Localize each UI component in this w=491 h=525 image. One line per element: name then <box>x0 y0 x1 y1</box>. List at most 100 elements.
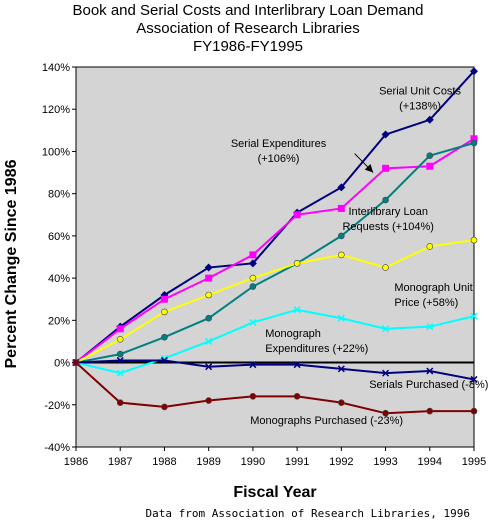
y-tick-label: 140% <box>42 62 70 74</box>
data-point <box>382 264 389 271</box>
data-point <box>161 308 168 316</box>
data-point <box>249 318 257 326</box>
series-annotation: Interlibrary Loan <box>348 206 428 218</box>
series-annotation: Monograph Unit <box>394 282 472 294</box>
series-0 <box>72 67 478 367</box>
data-point <box>205 397 212 404</box>
data-point <box>470 312 478 320</box>
y-tick-label: 0% <box>54 358 70 370</box>
x-tick-label: 1989 <box>196 456 220 468</box>
y-tick-label: 20% <box>48 315 70 327</box>
series-annotation: Monograph <box>265 328 321 340</box>
series-annotation: Serial Unit Costs <box>379 85 461 97</box>
y-tick-label: 100% <box>42 146 70 158</box>
data-point <box>116 356 124 364</box>
data-point <box>337 314 345 322</box>
data-point <box>426 367 434 375</box>
data-point <box>161 333 168 341</box>
data-point <box>470 236 478 244</box>
x-tick-label: 1993 <box>373 456 397 468</box>
data-point <box>382 196 389 204</box>
data-point <box>426 407 434 415</box>
series-annotation: Monographs Purchased (-23%) <box>250 415 403 427</box>
series-layer <box>72 67 478 417</box>
data-point <box>205 274 213 282</box>
data-point <box>338 251 345 259</box>
x-tick-label: 1990 <box>241 456 265 468</box>
y-tick-label: 40% <box>48 273 70 285</box>
data-point <box>161 403 168 411</box>
y-tick-label: 120% <box>42 104 70 116</box>
annotation-arrowhead <box>364 164 374 173</box>
data-point <box>249 361 257 369</box>
source-note: Data from Association of Research Librar… <box>145 507 470 520</box>
x-axis-label: Fiscal Year <box>233 484 316 501</box>
x-tick-label: 1986 <box>64 456 88 468</box>
data-point <box>160 295 168 303</box>
x-axis-ticks: 1986 1987 1988 1989 1990 1991 1992 1993 1994 1995 <box>64 447 486 468</box>
y-tick-label: 60% <box>48 231 70 243</box>
chart-title-line-1: Book and Serial Costs and Interlibrary L… <box>72 2 423 19</box>
series-3 <box>72 236 478 366</box>
chart-title-line-2: Association of Research Libraries <box>136 20 359 37</box>
y-tick-label: -40% <box>44 442 70 454</box>
data-point <box>293 260 301 267</box>
annotations: Serial Unit Costs (+138%) Serial Expenditu… <box>231 85 489 426</box>
data-point <box>382 164 390 172</box>
series-annotation: (+138%) <box>399 100 441 112</box>
data-point <box>470 67 478 76</box>
series-annotation: Expenditures (+22%) <box>265 343 368 355</box>
y-axis-ticks: -40% -20% 0% 20% 40% 60% 80% 100% 120% 140% <box>42 62 76 454</box>
y-tick-label: -20% <box>44 400 70 412</box>
data-point <box>116 350 124 358</box>
data-point <box>337 365 345 373</box>
data-point <box>337 183 346 192</box>
data-point <box>470 135 478 143</box>
data-point <box>381 130 390 139</box>
data-point <box>205 337 213 345</box>
series-6 <box>72 359 478 417</box>
series-annotation: Price (+58%) <box>394 297 458 309</box>
data-point <box>382 409 389 417</box>
data-point <box>338 399 345 406</box>
data-point <box>205 291 212 299</box>
data-point <box>160 356 168 364</box>
data-point <box>382 325 390 333</box>
data-point <box>248 259 257 268</box>
data-point <box>382 369 390 377</box>
series-annotation: (+106%) <box>258 153 300 165</box>
data-point <box>338 232 345 240</box>
series-annotation: Requests (+104%) <box>342 221 433 233</box>
data-point <box>470 139 478 147</box>
x-tick-label: 1991 <box>285 456 309 468</box>
data-point <box>337 204 345 212</box>
data-point <box>426 243 434 250</box>
series-line <box>75 308 475 375</box>
data-point <box>293 211 301 219</box>
data-point <box>205 363 213 371</box>
data-point <box>116 325 124 333</box>
series-line <box>75 239 475 364</box>
x-tick-label: 1992 <box>329 456 353 468</box>
series-1 <box>72 135 478 367</box>
x-tick-label: 1995 <box>462 456 486 468</box>
x-tick-label: 1987 <box>108 456 132 468</box>
series-line <box>75 359 475 381</box>
data-point <box>426 323 434 331</box>
series-annotation: Serials Purchased (-8%) <box>369 379 488 391</box>
data-point <box>425 115 434 124</box>
data-point <box>249 283 257 290</box>
data-point <box>470 375 478 383</box>
data-point <box>72 359 80 366</box>
x-tick-label: 1988 <box>152 456 176 468</box>
data-point <box>426 152 434 159</box>
series-4 <box>72 306 478 377</box>
series-line <box>75 142 475 364</box>
series-line <box>75 137 475 364</box>
y-tick-label: 80% <box>48 189 70 201</box>
series-line <box>75 361 474 415</box>
data-point <box>116 336 124 343</box>
y-axis-label: Percent Change Since 1986 <box>3 159 20 368</box>
data-point <box>426 162 434 170</box>
